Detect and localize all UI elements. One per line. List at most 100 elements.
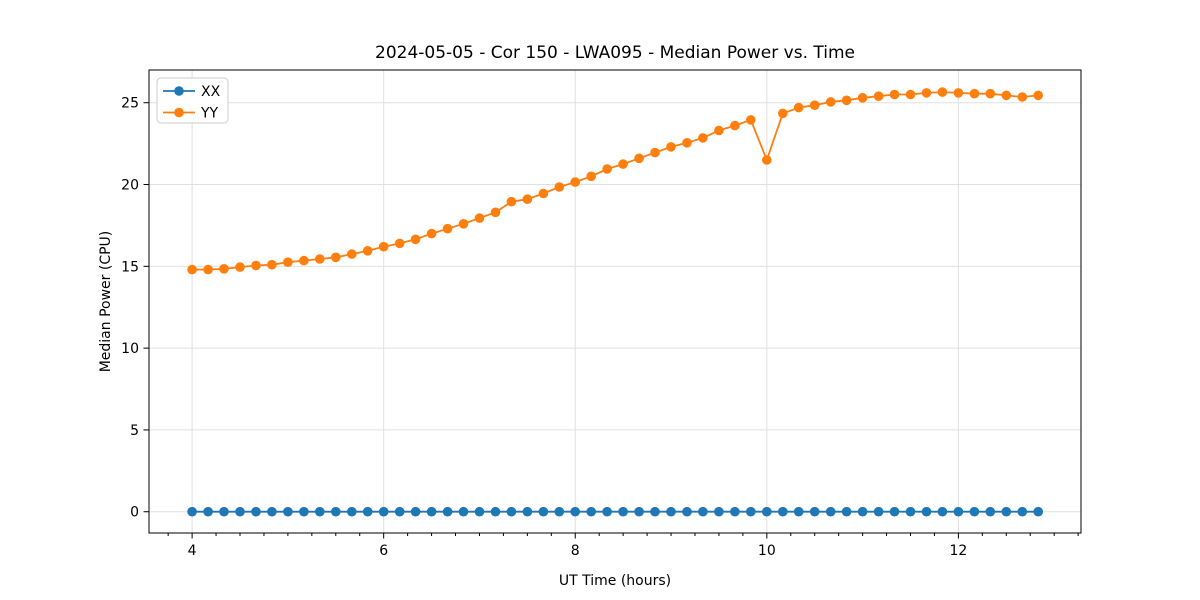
data-point	[267, 506, 277, 517]
data-point	[203, 264, 213, 275]
data-point	[378, 241, 389, 252]
data-point	[235, 506, 245, 517]
y-tick-label: 25	[121, 96, 139, 112]
x-axis-ticks	[167, 533, 1079, 539]
data-point	[394, 506, 405, 517]
data-point	[778, 506, 788, 517]
data-point	[937, 87, 948, 97]
data-point	[283, 506, 293, 517]
data-point	[762, 506, 772, 517]
data-point	[410, 234, 421, 245]
data-point	[602, 164, 612, 174]
data-point	[841, 95, 852, 106]
legend-item-yy: YY	[163, 106, 219, 122]
data-point	[490, 506, 501, 517]
data-point	[315, 506, 325, 517]
y-tick-label: 15	[121, 259, 139, 275]
data-point	[618, 506, 628, 517]
data-point	[1033, 90, 1043, 101]
data-point	[1033, 506, 1043, 517]
data-point	[682, 138, 692, 148]
data-point	[953, 506, 964, 517]
data-point	[873, 506, 884, 517]
data-point	[873, 91, 884, 101]
data-point	[650, 506, 660, 517]
data-point	[889, 89, 900, 100]
data-point	[570, 506, 580, 517]
legend-label: YY	[200, 106, 219, 122]
data-point	[554, 506, 565, 517]
data-point	[458, 506, 469, 517]
data-point	[586, 171, 596, 182]
data-point	[251, 260, 261, 271]
data-point	[905, 506, 916, 517]
data-point	[985, 506, 996, 517]
data-point	[251, 506, 261, 517]
data-point	[1001, 506, 1012, 517]
legend-item-xx: XX	[163, 84, 221, 100]
data-point	[474, 506, 485, 517]
data-point	[921, 506, 932, 517]
y-tick-label: 5	[130, 423, 139, 439]
data-point	[331, 252, 341, 263]
data-point	[331, 506, 341, 517]
data-point	[347, 506, 357, 517]
data-point	[825, 97, 836, 107]
data-point	[602, 506, 612, 517]
plot-border	[148, 69, 1082, 534]
data-point	[458, 219, 469, 229]
data-point	[793, 102, 804, 113]
data-point	[857, 93, 868, 103]
data-point	[746, 506, 756, 517]
data-point	[618, 159, 628, 169]
legend: XX YY	[156, 77, 229, 124]
data-point	[985, 88, 996, 99]
data-point	[650, 147, 660, 158]
data-point	[554, 182, 565, 192]
x-tick-label: 10	[758, 543, 776, 559]
data-point	[299, 255, 309, 266]
data-point	[682, 506, 692, 517]
data-point	[235, 262, 245, 272]
data-point	[1017, 506, 1028, 517]
data-point	[762, 155, 772, 165]
data-point	[666, 506, 676, 517]
data-point	[362, 246, 373, 256]
data-point	[506, 196, 517, 207]
data-point	[347, 249, 357, 259]
data-point	[969, 88, 980, 99]
data-point	[522, 506, 533, 517]
data-point	[889, 506, 900, 517]
data-point	[793, 506, 804, 517]
data-point	[714, 125, 724, 136]
data-point	[841, 506, 852, 517]
data-point	[634, 153, 644, 164]
data-point	[522, 194, 533, 204]
data-point	[730, 120, 740, 131]
data-point	[666, 142, 676, 152]
data-point	[394, 238, 405, 249]
x-axis-label: UT Time (hours)	[559, 573, 671, 589]
data-point	[969, 506, 980, 517]
data-point	[570, 177, 580, 187]
data-point	[203, 506, 213, 517]
x-tick-label: 4	[188, 543, 197, 559]
chart-title: 2024-05-05 - Cor 150 - LWA095 - Median P…	[375, 43, 855, 63]
legend-marker	[174, 86, 184, 96]
gridlines	[149, 70, 1081, 533]
data-point	[1001, 90, 1012, 101]
series-xx	[187, 506, 1043, 517]
data-point	[953, 88, 964, 98]
x-tick-label: 6	[379, 543, 388, 559]
data-point	[809, 506, 820, 517]
data-point	[474, 213, 485, 223]
data-point	[219, 506, 229, 517]
data-point	[506, 506, 517, 517]
data-point	[410, 506, 421, 517]
legend-label: XX	[201, 84, 221, 100]
data-point	[778, 108, 788, 119]
data-point	[1017, 92, 1028, 102]
data-point	[698, 133, 708, 143]
